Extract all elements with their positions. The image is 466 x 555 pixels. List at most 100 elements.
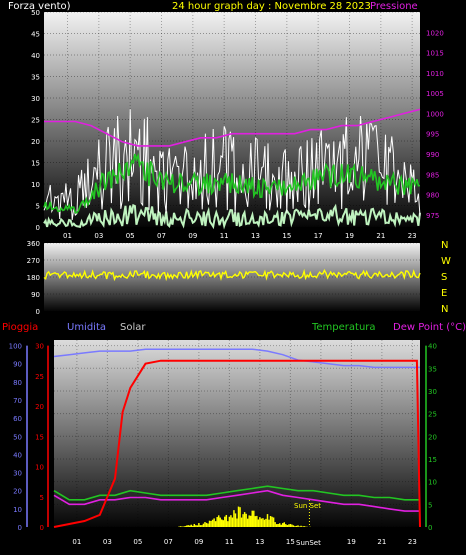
humidity-y-tick: 70 xyxy=(13,397,22,405)
pressure-y-tick: 1000 xyxy=(426,110,444,118)
wind-x-tick: 17 xyxy=(314,232,323,240)
wind-x-tick: 11 xyxy=(220,232,229,240)
direction-y-tick: 270 xyxy=(27,257,40,265)
temp-y-tick: 15 xyxy=(428,456,437,464)
wind-x-tick: 13 xyxy=(251,232,260,240)
humidity-y-tick: 20 xyxy=(13,488,22,496)
rain-y-tick: 30 xyxy=(35,343,44,351)
pressure-label: Pressione xyxy=(370,1,418,12)
rain-grid xyxy=(54,340,420,528)
wind-y-tick: 0 xyxy=(36,224,40,232)
rain-x-tick: 23 xyxy=(408,538,417,546)
wind-y-tick: 25 xyxy=(31,117,40,125)
pressure-y-tick: 1020 xyxy=(426,29,444,37)
pressure-y-tick: 990 xyxy=(426,151,439,159)
humidity-y-tick: 30 xyxy=(13,470,22,478)
pressure-y-tick: 985 xyxy=(426,171,439,179)
humidity-y-tick: 80 xyxy=(13,379,22,387)
wind-x-tick: 05 xyxy=(126,232,135,240)
direction-y-tick: 90 xyxy=(31,291,40,299)
wind-y-tick: 20 xyxy=(31,138,40,146)
chart-title: 24 hour graph day : Novembre 28 2023 xyxy=(172,1,371,12)
temp-y-tick: 40 xyxy=(428,343,437,351)
wind-x-tick: 07 xyxy=(157,232,166,240)
direction-series xyxy=(43,268,421,282)
wind-x-tick: 15 xyxy=(282,232,291,240)
rain-y-tick: 20 xyxy=(35,403,44,411)
temperature-label: Temperatura xyxy=(311,322,376,333)
temp-y-tick: 5 xyxy=(428,501,432,509)
rain-x-tick: 01 xyxy=(72,538,81,546)
wind-y-tick: 10 xyxy=(31,181,40,189)
temp-y-tick: 0 xyxy=(428,524,432,532)
temperature-line xyxy=(53,485,420,501)
direction-y-tick: 0 xyxy=(36,308,40,316)
wind-y-tick: 40 xyxy=(31,52,40,60)
humidity-y-tick: 60 xyxy=(13,415,22,423)
rain-x-tick: 07 xyxy=(164,538,173,546)
humidity-line xyxy=(53,348,420,369)
sun-set-axis-label: SunSet xyxy=(296,539,321,547)
rain-x-tick: 05 xyxy=(133,538,142,546)
rain-x-tick: 03 xyxy=(103,538,112,546)
wind-min-line xyxy=(43,203,421,230)
temp-y-tick: 25 xyxy=(428,411,437,419)
wind-y-tick: 35 xyxy=(31,74,40,82)
humidity-y-tick: 0 xyxy=(18,524,22,532)
wind-y-tick: 15 xyxy=(31,160,40,168)
dew-point-label: Dew Point (°C) xyxy=(393,322,466,333)
temp-y-tick: 10 xyxy=(428,479,437,487)
humidity-label: Umidita xyxy=(67,322,106,333)
pressure-y-tick: 1005 xyxy=(426,90,444,98)
solar-label: Solar xyxy=(120,322,146,333)
wind-x-tick: 19 xyxy=(345,232,354,240)
pressure-y-tick: 995 xyxy=(426,131,439,139)
rain-y-tick: 25 xyxy=(35,373,44,381)
wind-series xyxy=(43,108,421,230)
rain-x-tick: 15 xyxy=(286,538,295,546)
direction-axis-ticks: 360 270 180 90 0 xyxy=(27,240,40,316)
rain-x-tick: 11 xyxy=(225,538,234,546)
pressure-y-tick: 1010 xyxy=(426,70,444,78)
rain-y-tick: 10 xyxy=(35,464,44,472)
humidity-y-tick: 50 xyxy=(13,433,22,441)
humidity-y-tick: 100 xyxy=(9,343,22,351)
dew-point-line xyxy=(53,489,420,512)
pressure-y-tick: 975 xyxy=(426,212,439,220)
wind-y-tick: 50 xyxy=(31,9,40,17)
compass-letter: W xyxy=(441,256,451,267)
wind-y-tick: 30 xyxy=(31,95,40,103)
rain-x-tick: 21 xyxy=(377,538,386,546)
compass-letter: N xyxy=(441,240,448,251)
direction-y-tick: 360 xyxy=(27,240,40,248)
rain-x-tick: 13 xyxy=(255,538,264,546)
wind-y-tick: 5 xyxy=(36,203,40,211)
rain-line xyxy=(53,359,421,528)
compass-letter: S xyxy=(441,272,447,283)
rain-axis-ticks: 0510152025303540051015202530010203040506… xyxy=(9,343,437,546)
humidity-y-tick: 40 xyxy=(13,451,22,459)
wind-label: Forza vento) xyxy=(8,1,71,12)
compass-letter: N xyxy=(441,304,448,315)
sun-set-annotation: Sun Set xyxy=(294,502,321,510)
direction-line xyxy=(43,268,421,282)
rain-y-tick: 15 xyxy=(35,433,44,441)
rain-label: Pioggia xyxy=(2,322,38,333)
temp-y-tick: 20 xyxy=(428,433,437,441)
direction-y-tick: 180 xyxy=(27,274,40,282)
wind-y-tick: 45 xyxy=(31,31,40,39)
wind-x-tick: 23 xyxy=(408,232,417,240)
wind-x-tick: 01 xyxy=(63,232,72,240)
wind-x-tick: 21 xyxy=(376,232,385,240)
wind-plot-area xyxy=(44,12,420,227)
wind-x-tick: 03 xyxy=(94,232,103,240)
wind-gust-line xyxy=(43,109,421,220)
rain-x-tick: 09 xyxy=(194,538,203,546)
wind-average-line xyxy=(43,152,421,214)
pressure-y-tick: 980 xyxy=(426,192,439,200)
rain-series xyxy=(53,348,421,528)
rain-y-tick: 5 xyxy=(40,494,44,502)
humidity-y-tick: 10 xyxy=(13,506,22,514)
